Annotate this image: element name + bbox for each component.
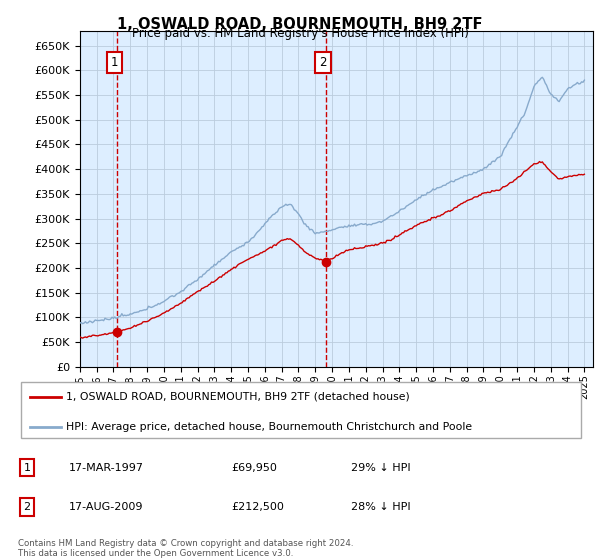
- Text: Contains HM Land Registry data © Crown copyright and database right 2024.
This d: Contains HM Land Registry data © Crown c…: [18, 539, 353, 558]
- Text: 1: 1: [23, 463, 31, 473]
- Text: 28% ↓ HPI: 28% ↓ HPI: [351, 502, 410, 512]
- Text: HPI: Average price, detached house, Bournemouth Christchurch and Poole: HPI: Average price, detached house, Bour…: [66, 422, 472, 432]
- Text: Price paid vs. HM Land Registry's House Price Index (HPI): Price paid vs. HM Land Registry's House …: [131, 27, 469, 40]
- Text: 2: 2: [320, 56, 327, 69]
- Text: 17-AUG-2009: 17-AUG-2009: [69, 502, 143, 512]
- Text: 2: 2: [23, 502, 31, 512]
- Text: £69,950: £69,950: [231, 463, 277, 473]
- Text: 29% ↓ HPI: 29% ↓ HPI: [351, 463, 410, 473]
- FancyBboxPatch shape: [21, 382, 581, 438]
- Text: 17-MAR-1997: 17-MAR-1997: [69, 463, 144, 473]
- Text: 1, OSWALD ROAD, BOURNEMOUTH, BH9 2TF (detached house): 1, OSWALD ROAD, BOURNEMOUTH, BH9 2TF (de…: [66, 391, 410, 402]
- Text: £212,500: £212,500: [231, 502, 284, 512]
- Text: 1: 1: [110, 56, 118, 69]
- Text: 1, OSWALD ROAD, BOURNEMOUTH, BH9 2TF: 1, OSWALD ROAD, BOURNEMOUTH, BH9 2TF: [117, 17, 483, 32]
